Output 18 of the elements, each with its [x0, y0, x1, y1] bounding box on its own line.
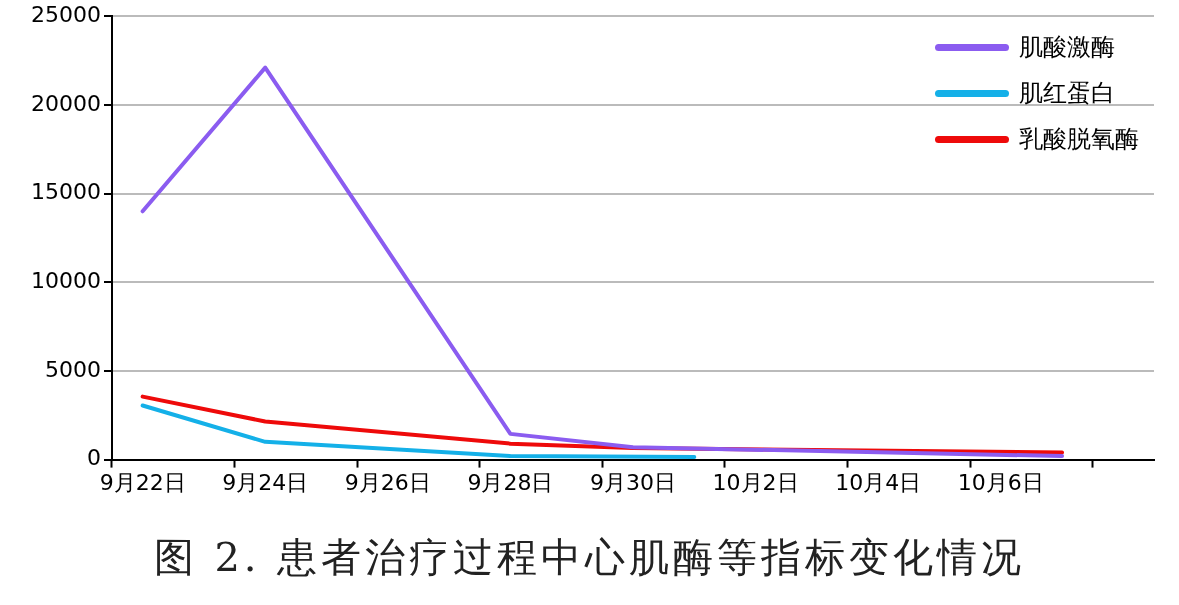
- x-tick-label: 10月4日: [835, 469, 922, 495]
- y-tick-label: 15000: [30, 179, 101, 205]
- x-tick-label: 9月24日: [222, 469, 309, 495]
- legend-label: 肌酸激酶: [1019, 32, 1115, 63]
- x-tick-label: 9月22日: [99, 469, 186, 495]
- x-tick-label: 9月26日: [344, 469, 431, 495]
- x-tick-label: 10月6日: [957, 469, 1044, 495]
- y-tick-label: 5000: [44, 356, 101, 382]
- text: 图 2. 患者治疗过程中心肌酶等指标变化情况: [152, 533, 1027, 582]
- y-tick-label: 20000: [30, 90, 101, 116]
- y-tick-label: 10000: [30, 267, 101, 293]
- legend-label: 乳酸脱氧酶: [1019, 124, 1139, 155]
- y-tick-label: 25000: [30, 1, 101, 27]
- legend-label: 肌红蛋白: [1019, 78, 1115, 109]
- x-tick-label: 9月30日: [589, 469, 676, 495]
- x-tick-label: 9月28日: [467, 469, 554, 495]
- x-tick-label: 10月2日: [712, 469, 799, 495]
- y-tick-label: 0: [86, 445, 101, 471]
